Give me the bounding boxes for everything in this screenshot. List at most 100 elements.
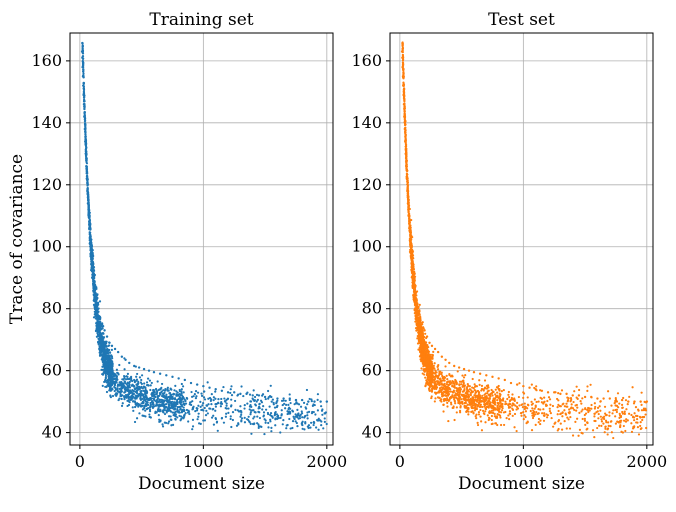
data-point [110, 367, 112, 369]
data-point [144, 386, 146, 388]
data-point [632, 416, 634, 418]
data-point [301, 399, 303, 401]
data-point [93, 266, 95, 268]
data-point [608, 411, 610, 413]
data-point [503, 389, 505, 391]
data-point [539, 408, 541, 410]
data-point [84, 128, 86, 130]
data-point [220, 403, 222, 405]
data-point [633, 425, 635, 427]
data-point [175, 418, 177, 420]
data-point [242, 395, 244, 397]
data-point [103, 329, 105, 331]
data-point [145, 403, 147, 405]
data-point [406, 187, 408, 189]
data-point [164, 395, 166, 397]
data-point [211, 393, 213, 395]
data-point [89, 226, 91, 228]
data-point [579, 429, 581, 431]
data-point [246, 391, 248, 393]
data-point [83, 107, 85, 109]
data-point [446, 390, 448, 392]
data-point [584, 396, 586, 398]
data-point [111, 365, 113, 367]
data-point [89, 253, 91, 255]
data-point [92, 257, 94, 259]
data-point [538, 421, 540, 423]
data-point [183, 391, 185, 393]
data-point [633, 412, 635, 414]
data-point [140, 405, 142, 407]
data-point [309, 427, 311, 429]
data-point [97, 304, 99, 306]
data-point [294, 403, 296, 405]
data-point [324, 417, 326, 419]
data-point [85, 149, 87, 151]
data-point [251, 409, 253, 411]
data-point [602, 417, 604, 419]
data-point [404, 127, 406, 129]
data-point [535, 424, 537, 426]
data-point [594, 402, 596, 404]
data-point [204, 407, 206, 409]
data-point [240, 410, 242, 412]
data-point [490, 404, 492, 406]
data-point [262, 405, 264, 407]
data-point [123, 376, 125, 378]
data-point [202, 385, 204, 387]
y-tick-label: 60 [42, 361, 62, 380]
data-point [406, 173, 408, 175]
data-point [404, 130, 406, 132]
data-point [620, 416, 622, 418]
data-point [501, 390, 503, 392]
data-point [487, 384, 489, 386]
data-point [475, 417, 477, 419]
data-point [288, 410, 290, 412]
data-point [103, 362, 105, 364]
data-point [234, 400, 236, 402]
data-point [249, 408, 251, 410]
data-point [221, 417, 223, 419]
data-point [408, 218, 410, 220]
data-point [512, 409, 514, 411]
data-point [431, 372, 433, 374]
data-point [168, 403, 170, 405]
data-point [580, 403, 582, 405]
data-point [108, 373, 110, 375]
data-point [84, 116, 86, 118]
data-point [497, 377, 499, 379]
data-point [550, 412, 552, 414]
data-point [182, 401, 184, 403]
data-point [569, 416, 571, 418]
data-point [261, 408, 263, 410]
data-point [195, 390, 197, 392]
data-point [256, 415, 258, 417]
data-point [264, 418, 266, 420]
data-point [499, 416, 501, 418]
data-point [121, 378, 123, 380]
data-point [181, 383, 183, 385]
data-point [181, 392, 183, 394]
data-point [615, 404, 617, 406]
data-point [459, 406, 461, 408]
data-point [325, 411, 327, 413]
data-point [475, 385, 477, 387]
data-point [516, 430, 518, 432]
data-point [208, 386, 210, 388]
data-point [208, 407, 210, 409]
data-point [99, 345, 101, 347]
data-point [276, 397, 278, 399]
data-point [132, 410, 134, 412]
data-point [485, 374, 487, 376]
data-point [99, 349, 101, 351]
data-point [127, 373, 129, 375]
data-point [475, 415, 477, 417]
data-point [82, 55, 84, 57]
data-point [156, 401, 158, 403]
data-point [478, 395, 480, 397]
data-point [593, 415, 595, 417]
data-point [148, 369, 150, 371]
data-point [265, 422, 267, 424]
data-point [164, 389, 166, 391]
data-point [187, 411, 189, 413]
